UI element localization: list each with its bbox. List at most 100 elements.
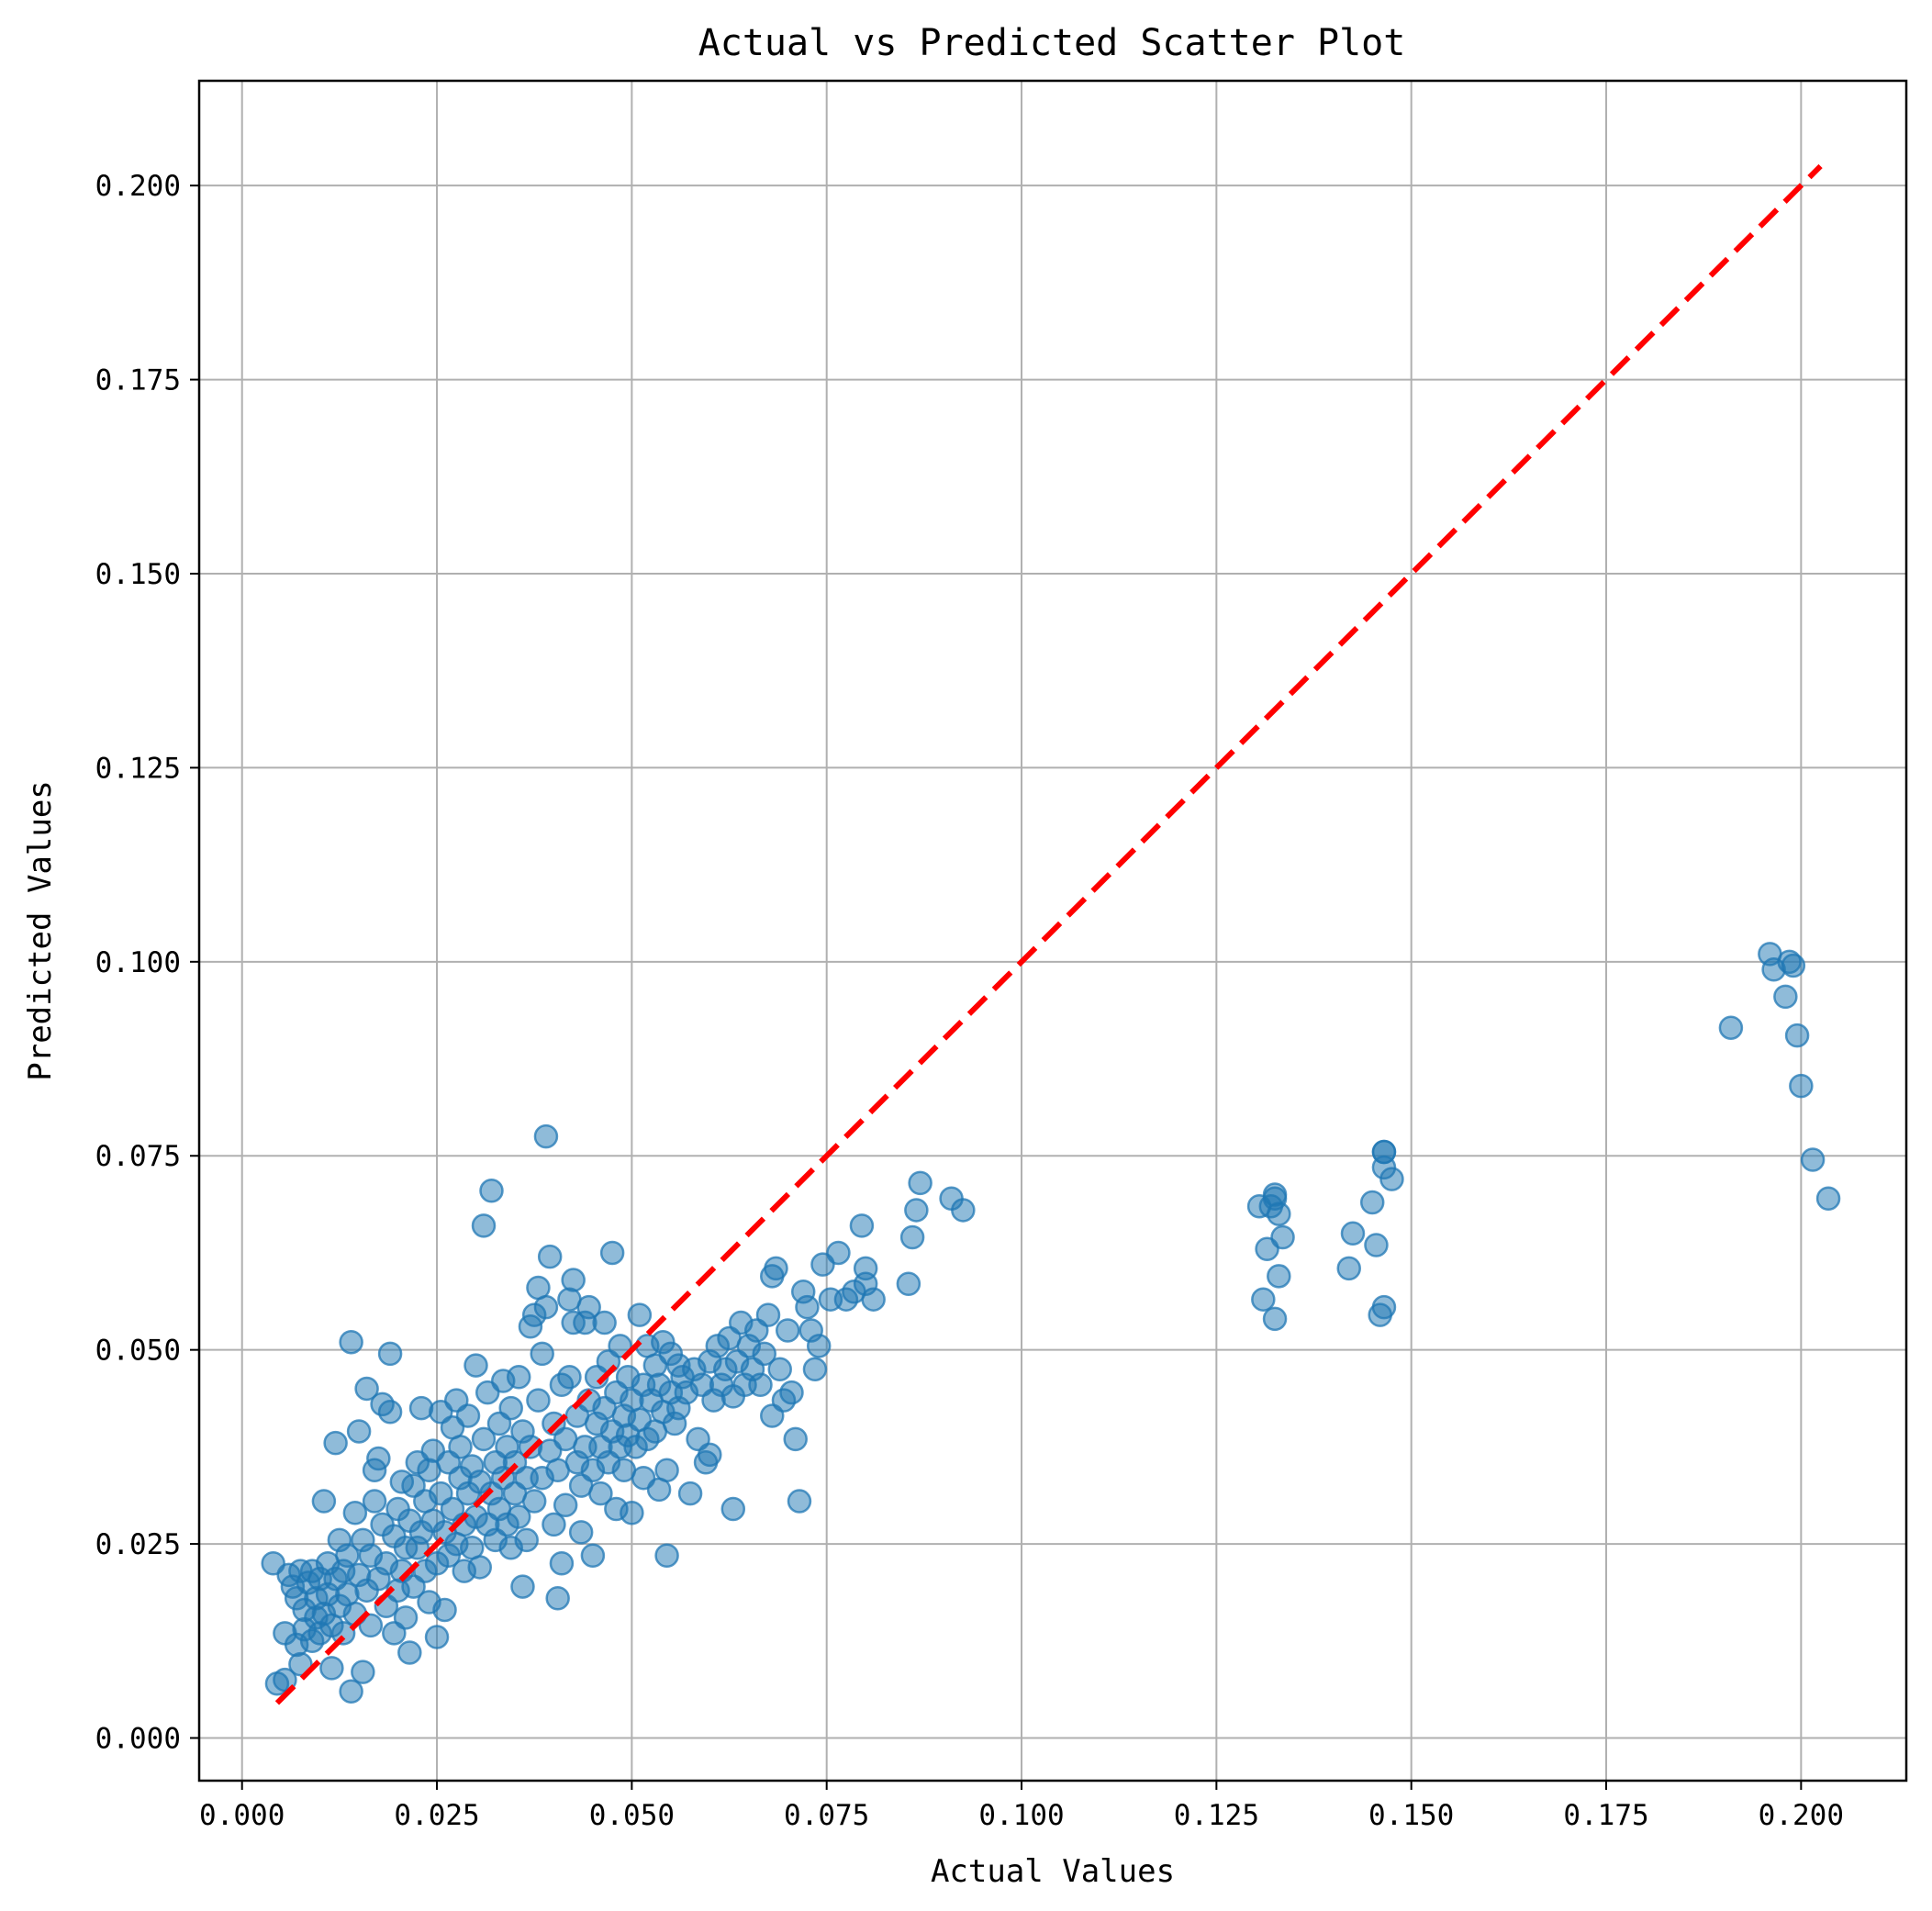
data-point — [510, 1574, 535, 1599]
data-point — [342, 1500, 368, 1525]
data-point — [408, 1395, 434, 1421]
data-point — [599, 1240, 625, 1266]
data-point — [1359, 1190, 1385, 1215]
data-point — [654, 1543, 679, 1569]
data-point — [311, 1489, 337, 1514]
y-axis-label: Predicted Values — [22, 780, 59, 1081]
data-point — [339, 1679, 363, 1704]
data-point — [752, 1341, 777, 1367]
data-point — [764, 1256, 788, 1281]
data-point — [775, 1318, 800, 1343]
data-point — [377, 1341, 403, 1367]
data-point — [861, 1287, 886, 1312]
data-point — [557, 1365, 582, 1390]
data-point — [1270, 1224, 1295, 1250]
data-point — [1364, 1233, 1389, 1257]
data-point — [1773, 984, 1798, 1010]
x-tick-label: 0.075 — [784, 1799, 869, 1832]
data-point — [514, 1527, 539, 1553]
data-point — [467, 1555, 493, 1580]
data-point — [1262, 1182, 1288, 1207]
reference-line — [274, 163, 1823, 1705]
x-tick-label: 0.100 — [978, 1799, 1064, 1832]
x-tick-label: 0.175 — [1563, 1799, 1648, 1832]
data-point — [908, 1170, 932, 1196]
data-point — [951, 1198, 976, 1223]
data-point — [471, 1426, 497, 1452]
data-point — [471, 1213, 497, 1238]
y-tick-label: 0.125 — [95, 752, 181, 785]
data-point — [748, 1372, 773, 1397]
data-point — [787, 1489, 812, 1514]
data-point — [1371, 1294, 1397, 1320]
data-point — [362, 1489, 387, 1514]
data-point — [323, 1430, 348, 1456]
data-point — [533, 1294, 559, 1320]
y-tick-label: 0.200 — [95, 170, 181, 203]
data-point — [795, 1294, 820, 1320]
x-axis-label: Actual Values — [931, 1853, 1175, 1890]
grid-lines — [199, 81, 1906, 1781]
data-point — [1371, 1139, 1397, 1165]
data-point — [358, 1613, 384, 1638]
data-point — [354, 1376, 379, 1402]
data-point — [588, 1481, 613, 1506]
data-point — [339, 1329, 363, 1355]
data-point — [561, 1268, 586, 1292]
data-point — [526, 1388, 551, 1413]
data-point — [849, 1213, 875, 1238]
data-point — [537, 1244, 563, 1269]
data-point — [319, 1656, 344, 1681]
data-point — [1800, 1147, 1826, 1172]
x-tick-label: 0.050 — [589, 1799, 675, 1832]
data-point — [1781, 953, 1806, 978]
y-tick-label: 0.000 — [95, 1722, 181, 1755]
data-point — [351, 1660, 375, 1684]
data-point — [904, 1198, 929, 1223]
y-tick-label: 0.025 — [95, 1528, 181, 1561]
data-point — [592, 1310, 617, 1335]
data-point — [677, 1481, 703, 1506]
data-point — [549, 1550, 575, 1576]
data-point — [432, 1597, 457, 1623]
y-tick-label: 0.150 — [95, 558, 181, 591]
data-point — [397, 1640, 422, 1665]
data-point — [273, 1667, 297, 1693]
data-point — [1815, 1186, 1841, 1212]
data-point — [424, 1625, 450, 1649]
data-point — [533, 1123, 559, 1149]
data-point — [576, 1294, 601, 1320]
data-point — [288, 1651, 313, 1677]
x-tick-label: 0.000 — [199, 1799, 285, 1832]
data-point — [1267, 1201, 1291, 1226]
data-point — [1784, 1023, 1810, 1048]
data-point — [608, 1334, 632, 1358]
data-point — [826, 1240, 851, 1266]
data-point — [448, 1435, 473, 1459]
data-point — [899, 1224, 925, 1250]
data-point — [1336, 1256, 1361, 1281]
axis-ticks: 0.000 0.025 0.050 0.075 0.100 0.125 0.150 0.175… — [95, 170, 1844, 1832]
data-point — [346, 1419, 372, 1444]
y-tick-label: 0.100 — [95, 946, 181, 979]
data-point — [553, 1492, 578, 1518]
data-point — [545, 1586, 570, 1611]
data-point — [463, 1353, 488, 1378]
x-tick-label: 0.200 — [1759, 1799, 1844, 1832]
y-tick-label: 0.175 — [95, 364, 181, 397]
data-point — [779, 1380, 804, 1405]
y-tick-label: 0.075 — [95, 1140, 181, 1173]
data-point — [498, 1395, 523, 1421]
x-tick-label: 0.150 — [1368, 1799, 1454, 1832]
x-tick-label: 0.125 — [1174, 1799, 1259, 1832]
data-point — [335, 1543, 360, 1569]
data-point — [896, 1271, 921, 1297]
data-point — [1251, 1287, 1276, 1312]
data-point — [479, 1179, 504, 1203]
data-point — [506, 1365, 531, 1390]
plot-frame — [197, 79, 1908, 1782]
scatter-points — [261, 942, 1841, 1704]
data-point — [1340, 1221, 1366, 1246]
data-point — [506, 1504, 531, 1529]
